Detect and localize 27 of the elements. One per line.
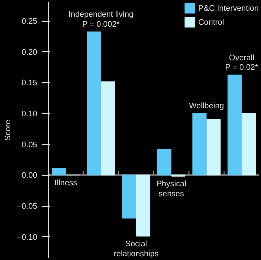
legend-label: Control xyxy=(198,16,224,28)
bar xyxy=(192,113,207,176)
x-tick-label: Wellbeing xyxy=(189,101,224,110)
y-tick-label: 0.05 xyxy=(22,140,38,150)
legend-label: P&C Intervention xyxy=(198,2,259,14)
y-tick-label: −0.10 xyxy=(17,232,38,242)
y-tick-label: 0.15 xyxy=(22,78,38,88)
y-tick-label: 0.10 xyxy=(22,110,38,119)
y-axis-title: Score xyxy=(3,120,12,141)
x-tick-label: Physical senses xyxy=(156,180,187,198)
y-tick-label: 0.20 xyxy=(22,48,38,57)
x-tick-label: Overall P = 0.02* xyxy=(225,53,258,72)
x-tick-label: Illness xyxy=(54,178,78,188)
bar xyxy=(122,174,136,219)
bar xyxy=(157,150,172,176)
y-tick-label: −0.05 xyxy=(17,202,38,212)
y-tick-label: 0.00 xyxy=(22,171,38,180)
bar xyxy=(136,174,151,237)
bar xyxy=(87,32,102,176)
bar xyxy=(101,82,116,176)
x-tick-label: Social relationships xyxy=(114,239,159,258)
y-tick-label: 0.25 xyxy=(22,17,38,26)
bar xyxy=(52,168,66,176)
bar xyxy=(242,113,256,176)
bar xyxy=(228,74,242,176)
x-tick-label: Independent living P = 0.002* xyxy=(68,10,134,30)
bar xyxy=(206,119,221,176)
